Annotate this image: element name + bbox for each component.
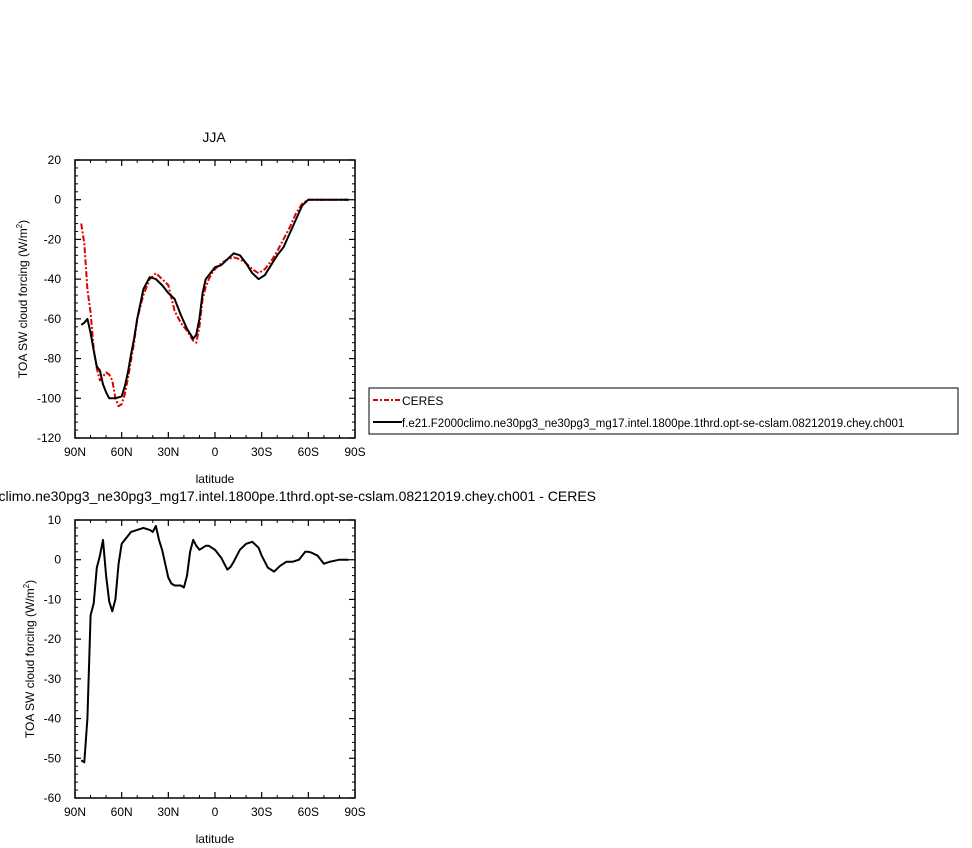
bottom-y-tick-label: -20: [44, 632, 62, 646]
bottom-y-label-superscript: 2: [22, 583, 31, 588]
bottom-plot-frame: [74, 519, 356, 799]
top-x-axis-label: latitude: [196, 472, 235, 486]
top-series-line-1: [80, 198, 349, 400]
top-x-tick-label: 90S: [344, 445, 365, 459]
bottom-y-tick-label: -10: [44, 592, 62, 606]
top-y-axis-label: TOA SW cloud forcing (W/m2): [15, 220, 30, 378]
bottom-y-tick-label: 10: [48, 513, 62, 527]
bottom-x-tick-label: 0: [212, 805, 219, 819]
bottom-series-line-0: [80, 525, 349, 764]
top-y-tick-label: -60: [44, 312, 62, 326]
top-y-label-text: TOA SW cloud forcing (W/m: [16, 228, 30, 378]
top-x-tick-label: 30N: [157, 445, 179, 459]
bottom-x-tick-label: 90N: [64, 805, 86, 819]
legend-box: [368, 387, 959, 435]
bottom-y-label-text: TOA SW cloud forcing (W/m: [23, 588, 37, 738]
bottom-y-tick-label: -30: [44, 672, 62, 686]
bottom-axes: 90N 60N 30N 0 30S 60S 90S -60 -50 -40 -30 -20 -10 0 10: [44, 513, 366, 819]
top-panel: JJA 90N 60N 30N 0 30S 60S 90S -120 -100 -80 -60 -40…: [15, 129, 366, 486]
top-axes: 90N 60N 30N 0 30S 60S 90S -120 -100 -80 -60 -40 -20 0…: [37, 153, 366, 459]
bottom-y-tick-label: -50: [44, 751, 62, 765]
bottom-plot-area: [80, 525, 349, 764]
bottom-x-tick-label: 60N: [111, 805, 133, 819]
top-y-tick-label: 0: [54, 193, 61, 207]
top-x-tick-label: 30S: [251, 445, 272, 459]
top-y-tick-label: -100: [37, 391, 61, 405]
top-plot-area: [80, 198, 349, 408]
top-x-tick-label: 60N: [111, 445, 133, 459]
bottom-y-label-close: ): [23, 580, 37, 584]
top-y-tick-label: -20: [44, 232, 62, 246]
legend-label-model: f.e21.F2000climo.ne30pg3_ne30pg3_mg17.in…: [402, 418, 904, 430]
bottom-x-tick-label: 30N: [157, 805, 179, 819]
bottom-panel: f.e21.F2000climo.ne30pg3_ne30pg3_mg17.in…: [0, 488, 596, 846]
top-chart-title: JJA: [202, 129, 226, 145]
top-y-tick-label: -40: [44, 272, 62, 286]
top-x-tick-label: 90N: [64, 445, 86, 459]
top-y-tick-label: -80: [44, 352, 62, 366]
bottom-y-tick-label: 0: [54, 553, 61, 567]
top-y-tick-label: -120: [37, 431, 61, 445]
top-y-label-superscript: 2: [15, 223, 24, 228]
top-series-line-0: [80, 198, 349, 408]
bottom-x-axis-label: latitude: [196, 832, 235, 846]
bottom-x-tick-label: 90S: [344, 805, 365, 819]
bottom-y-tick-label: -60: [44, 791, 62, 805]
legend-label-ceres: CERES: [402, 394, 443, 408]
bottom-chart-title: f.e21.F2000climo.ne30pg3_ne30pg3_mg17.in…: [0, 488, 596, 504]
bottom-y-axis-label: TOA SW cloud forcing (W/m2): [22, 580, 37, 738]
top-y-label-close: ): [16, 220, 30, 224]
top-x-tick-label: 60S: [298, 445, 319, 459]
top-y-tick-label: 20: [48, 153, 62, 167]
bottom-x-tick-label: 60S: [298, 805, 319, 819]
bottom-y-tick-label: -40: [44, 712, 62, 726]
legend: CERES f.e21.F2000climo.ne30pg3_ne30pg3_m…: [368, 387, 959, 435]
bottom-x-tick-label: 30S: [251, 805, 272, 819]
top-x-tick-label: 0: [212, 445, 219, 459]
top-plot-frame: [74, 159, 356, 439]
